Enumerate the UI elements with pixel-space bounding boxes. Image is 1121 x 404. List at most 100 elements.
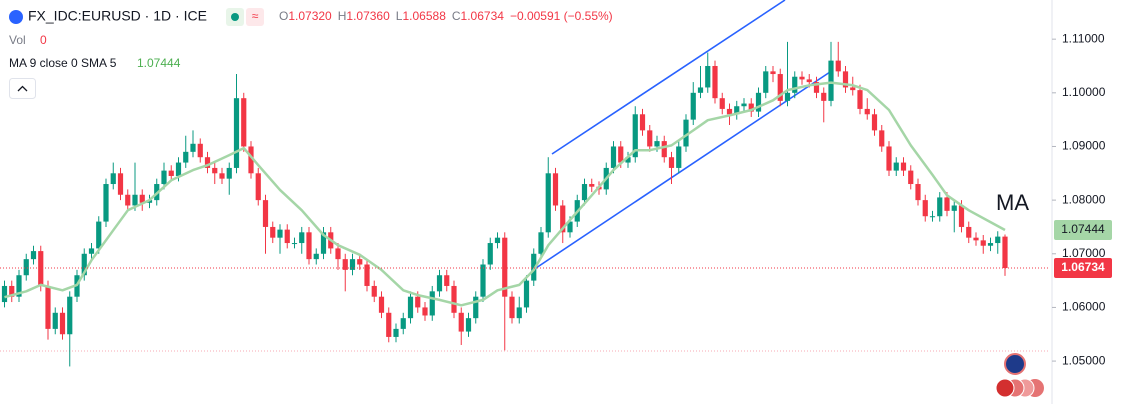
- y-tick-label: 1.08000: [1062, 192, 1106, 206]
- candle-body: [30, 251, 37, 260]
- candle-body: [110, 173, 116, 185]
- candle-body: [850, 87, 856, 91]
- candle-body: [538, 232, 544, 254]
- candle-body: [523, 280, 530, 308]
- legend-key: C: [452, 9, 461, 23]
- candle-body: [262, 200, 269, 227]
- candle-body: [661, 141, 667, 158]
- candle-body: [712, 65, 718, 99]
- ma-value: 1.07444: [137, 56, 181, 70]
- candle-body: [320, 232, 327, 254]
- candle-body: [103, 184, 109, 222]
- candle-body: [813, 82, 820, 93]
- candle-body: [987, 243, 994, 246]
- candle-body: [480, 264, 486, 297]
- candle-body: [473, 296, 479, 319]
- candle-body: [132, 194, 138, 206]
- candle-body: [755, 92, 762, 112]
- compare-icon[interactable]: [246, 8, 264, 26]
- candle-body: [16, 275, 22, 297]
- compare-glyph: ≈: [252, 9, 259, 23]
- candle-body: [342, 259, 348, 270]
- candle-body: [386, 312, 392, 337]
- status-dot: [231, 13, 239, 21]
- symbol: FX_IDC:EURUSD · 1D · ICE: [28, 8, 207, 24]
- candle-body: [944, 197, 950, 211]
- candle-body: [973, 237, 979, 241]
- candle-body: [552, 173, 559, 206]
- candle-body: [647, 130, 653, 147]
- candle-body: [726, 108, 733, 115]
- y-tick-label: 1.09000: [1062, 139, 1106, 153]
- candle-body: [444, 275, 450, 286]
- candle-body: [1002, 236, 1008, 269]
- candle-body: [958, 205, 965, 227]
- trend-line: [532, 71, 831, 271]
- candle-body: [560, 205, 566, 233]
- candle-body: [690, 92, 696, 120]
- event-icon: [995, 378, 1015, 398]
- candle-body: [212, 167, 218, 174]
- candle-body: [683, 119, 689, 147]
- collapse-button[interactable]: [9, 78, 36, 99]
- candle-body: [806, 79, 812, 83]
- candle-body: [400, 318, 406, 329]
- candle-body: [393, 328, 399, 337]
- candle-body: [378, 296, 385, 313]
- candle-body: [828, 60, 834, 101]
- candle-body: [654, 141, 660, 147]
- trend-line: [551, 0, 786, 155]
- candle-body: [125, 194, 131, 206]
- candle-body: [581, 184, 588, 201]
- candle-body: [908, 170, 914, 185]
- candle-body: [59, 312, 66, 335]
- candle-body: [139, 194, 145, 203]
- candle-body: [639, 114, 646, 131]
- legend-key: L: [396, 9, 403, 23]
- caret: [17, 85, 28, 92]
- candle-body: [531, 253, 537, 281]
- candle-body: [458, 312, 464, 332]
- legend-value: 1.07360: [346, 9, 390, 23]
- candle-body: [335, 248, 341, 260]
- candle-body: [197, 143, 203, 158]
- candle-body: [284, 229, 290, 244]
- candle-body: [980, 240, 986, 246]
- y-tick-label: 1.10000: [1062, 85, 1106, 99]
- candle-body: [38, 251, 44, 286]
- y-tick-label: 1.11000: [1062, 31, 1105, 45]
- candle-body: [995, 236, 1001, 244]
- candle-body: [610, 146, 617, 168]
- candle-body: [951, 205, 957, 211]
- candle-body: [168, 170, 174, 176]
- candle-body: [241, 98, 247, 147]
- candle-body: [589, 184, 595, 187]
- events[interactable]: [995, 378, 1044, 398]
- candle-body: [567, 221, 573, 233]
- ma-line: [4, 81, 1006, 307]
- ma-label: MA 9 close 0 SMA 5: [9, 56, 117, 70]
- candle-body: [697, 87, 704, 93]
- currency-icon[interactable]: [1004, 353, 1026, 375]
- legend-value: 1.07320: [288, 9, 332, 23]
- candle-body: [183, 151, 189, 163]
- candle-body: [784, 92, 791, 101]
- candle-body: [248, 146, 254, 174]
- candle-body: [857, 90, 863, 109]
- candle-body: [835, 60, 841, 72]
- candle-body: [429, 291, 435, 316]
- candle-body: [436, 275, 443, 292]
- candle-body: [741, 103, 747, 107]
- candle-body: [291, 243, 298, 245]
- candle-body: [966, 226, 972, 238]
- candle-body: [277, 229, 283, 238]
- legend-change: −0.00591 (−0.55%): [510, 9, 613, 23]
- candle-body: [487, 243, 493, 265]
- candle-body: [719, 98, 725, 109]
- legend-key: O: [279, 9, 288, 23]
- candle-body: [632, 114, 638, 158]
- candle-body: [407, 296, 414, 319]
- candle-body: [893, 162, 899, 171]
- candle-body: [255, 173, 261, 201]
- candle-body: [23, 259, 29, 276]
